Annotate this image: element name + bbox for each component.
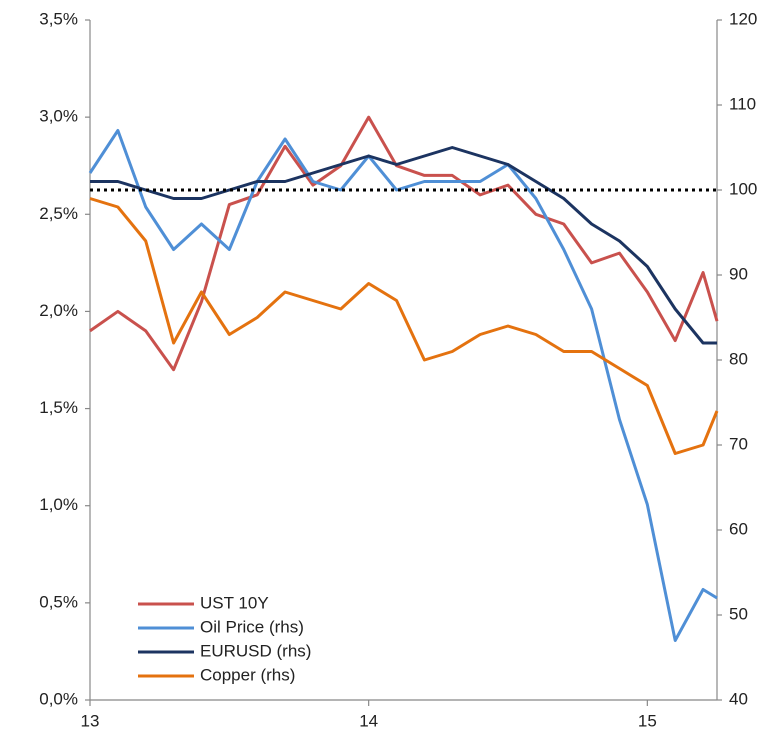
y2-tick-label: 90 — [729, 264, 748, 283]
y2-tick-label: 120 — [729, 9, 757, 28]
series-line — [89, 115, 719, 372]
series-line — [89, 197, 719, 455]
legend-label: Copper (rhs) — [200, 665, 295, 684]
y2-tick-label: 110 — [729, 94, 756, 113]
legend-label: UST 10Y — [200, 593, 269, 612]
y-tick-label: 0,0% — [39, 689, 78, 708]
y2-tick-label: 50 — [729, 604, 748, 623]
y-tick-label: 1,5% — [39, 398, 78, 417]
legend-label: Oil Price (rhs) — [200, 617, 304, 636]
x-tick-label: 15 — [638, 711, 657, 730]
x-tick-label: 14 — [359, 711, 378, 730]
series-line — [90, 146, 717, 345]
x-tick-label: 13 — [81, 711, 100, 730]
y2-tick-label: 80 — [729, 349, 748, 368]
y-tick-label: 2,0% — [39, 301, 78, 320]
y2-tick-label: 60 — [729, 519, 748, 538]
y2-tick-label: 40 — [729, 689, 748, 708]
y-tick-label: 0,5% — [39, 592, 78, 611]
y-tick-label: 3,5% — [39, 9, 78, 28]
legend-label: EURUSD (rhs) — [200, 641, 311, 660]
y-tick-label: 2,5% — [39, 204, 78, 223]
y2-tick-label: 70 — [729, 434, 748, 453]
y2-tick-label: 100 — [729, 179, 757, 198]
y-tick-label: 1,0% — [39, 495, 78, 514]
series-line — [88, 129, 718, 642]
y-tick-label: 3,0% — [39, 107, 78, 126]
